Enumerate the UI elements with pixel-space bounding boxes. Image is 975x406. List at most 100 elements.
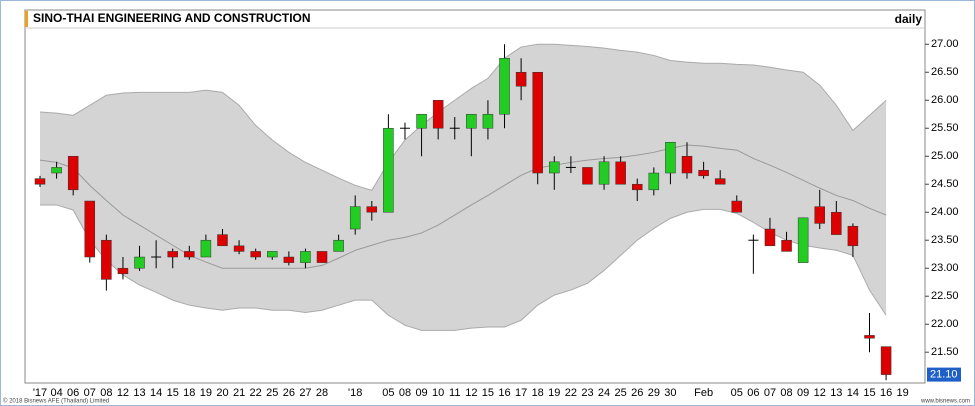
x-tick-label: 18 xyxy=(183,387,195,399)
body xyxy=(349,206,361,230)
body xyxy=(416,113,427,129)
x-tick-label: 16 xyxy=(880,387,892,399)
y-tick-label: 21.50 xyxy=(931,346,959,358)
x-tick-label: 24 xyxy=(598,387,610,399)
body xyxy=(714,178,726,185)
body xyxy=(648,172,660,191)
body xyxy=(698,169,709,177)
x-tick-label: '18 xyxy=(348,387,362,399)
body xyxy=(831,211,842,235)
body xyxy=(781,239,792,252)
x-tick-label: 14 xyxy=(150,387,162,399)
body xyxy=(101,239,112,280)
body xyxy=(200,239,212,258)
x-tick-label: 20 xyxy=(216,387,228,399)
x-tick-label: 26 xyxy=(283,387,295,399)
title-marker xyxy=(25,11,28,27)
y-tick-label: 22.50 xyxy=(931,290,959,302)
x-tick-label: 25 xyxy=(615,387,627,399)
body xyxy=(366,206,378,213)
body xyxy=(549,161,560,174)
body xyxy=(814,206,825,224)
body xyxy=(184,251,195,258)
x-tick-label: 27 xyxy=(299,387,311,399)
x-tick-label: 15 xyxy=(167,387,179,399)
y-tick-label: 24.00 xyxy=(931,206,959,218)
x-tick-label: 05 xyxy=(382,387,394,399)
x-tick-label: 19 xyxy=(200,387,212,399)
x-tick-label: 17 xyxy=(515,387,527,399)
chart-title: SINO-THAI ENGINEERING AND CONSTRUCTION xyxy=(33,11,311,25)
body xyxy=(499,57,510,115)
body xyxy=(515,71,527,87)
body xyxy=(250,251,261,258)
body xyxy=(333,239,344,252)
body xyxy=(466,113,477,129)
body xyxy=(764,228,776,247)
last-price-box xyxy=(927,367,961,382)
body xyxy=(34,178,46,185)
body xyxy=(300,251,311,263)
x-tick-label: 07 xyxy=(764,387,776,399)
y-tick-label: 26.00 xyxy=(931,94,959,106)
body xyxy=(797,217,809,263)
y-tick-label: 25.50 xyxy=(931,122,959,134)
body xyxy=(880,346,892,375)
y-tick-label: 22.00 xyxy=(931,318,959,330)
x-tick-label: 12 xyxy=(117,387,129,399)
body xyxy=(615,161,626,185)
x-tick-label: 09 xyxy=(415,387,427,399)
x-tick-label: 30 xyxy=(664,387,676,399)
x-tick-label: 22 xyxy=(250,387,262,399)
x-tick-label: 13 xyxy=(133,387,145,399)
x-tick-label: 29 xyxy=(648,387,660,399)
body xyxy=(167,251,178,258)
x-tick-label: Feb xyxy=(694,387,713,399)
website: www.bisnews.com xyxy=(920,399,970,405)
body xyxy=(217,234,228,247)
x-tick-label: 25 xyxy=(266,387,278,399)
last-price-label: 21.10 xyxy=(930,369,958,381)
y-tick-label: 23.00 xyxy=(931,262,959,274)
y-tick-label: 26.50 xyxy=(931,66,959,78)
x-tick-label: 21 xyxy=(233,387,245,399)
body xyxy=(665,141,676,174)
body xyxy=(233,245,245,252)
copyright: © 2018 Bisnews AFE (Thailand) Limited xyxy=(3,398,109,405)
body xyxy=(847,225,859,247)
x-tick-label: 10 xyxy=(432,387,444,399)
body xyxy=(582,167,593,185)
band-upper xyxy=(39,43,887,191)
body xyxy=(283,256,295,263)
body xyxy=(117,267,129,275)
body xyxy=(731,200,743,213)
body xyxy=(432,99,444,129)
x-tick-label: 08 xyxy=(399,387,411,399)
y-tick-label: 23.50 xyxy=(931,234,959,246)
body xyxy=(681,155,693,174)
y-tick-label: 24.50 xyxy=(931,178,959,190)
x-tick-label: 14 xyxy=(847,387,859,399)
y-tick-label: 25.00 xyxy=(931,150,959,162)
body xyxy=(84,200,96,258)
x-tick-label: '17 xyxy=(33,387,47,399)
x-tick-label: 08 xyxy=(100,387,112,399)
x-tick-label: 26 xyxy=(631,387,643,399)
x-tick-label: 19 xyxy=(548,387,560,399)
band-fill xyxy=(40,44,887,331)
x-tick-label: 04 xyxy=(50,387,62,399)
body xyxy=(482,113,494,129)
body xyxy=(134,256,145,269)
body xyxy=(51,167,62,174)
x-tick-label: 07 xyxy=(84,387,96,399)
x-tick-label: 09 xyxy=(797,387,809,399)
body xyxy=(383,127,394,213)
body xyxy=(598,161,610,185)
x-tick-label: 11 xyxy=(449,387,460,399)
x-tick-label: 08 xyxy=(780,387,792,399)
x-tick-label: 28 xyxy=(316,387,328,399)
body xyxy=(864,335,875,339)
x-tick-label: 23 xyxy=(581,387,593,399)
